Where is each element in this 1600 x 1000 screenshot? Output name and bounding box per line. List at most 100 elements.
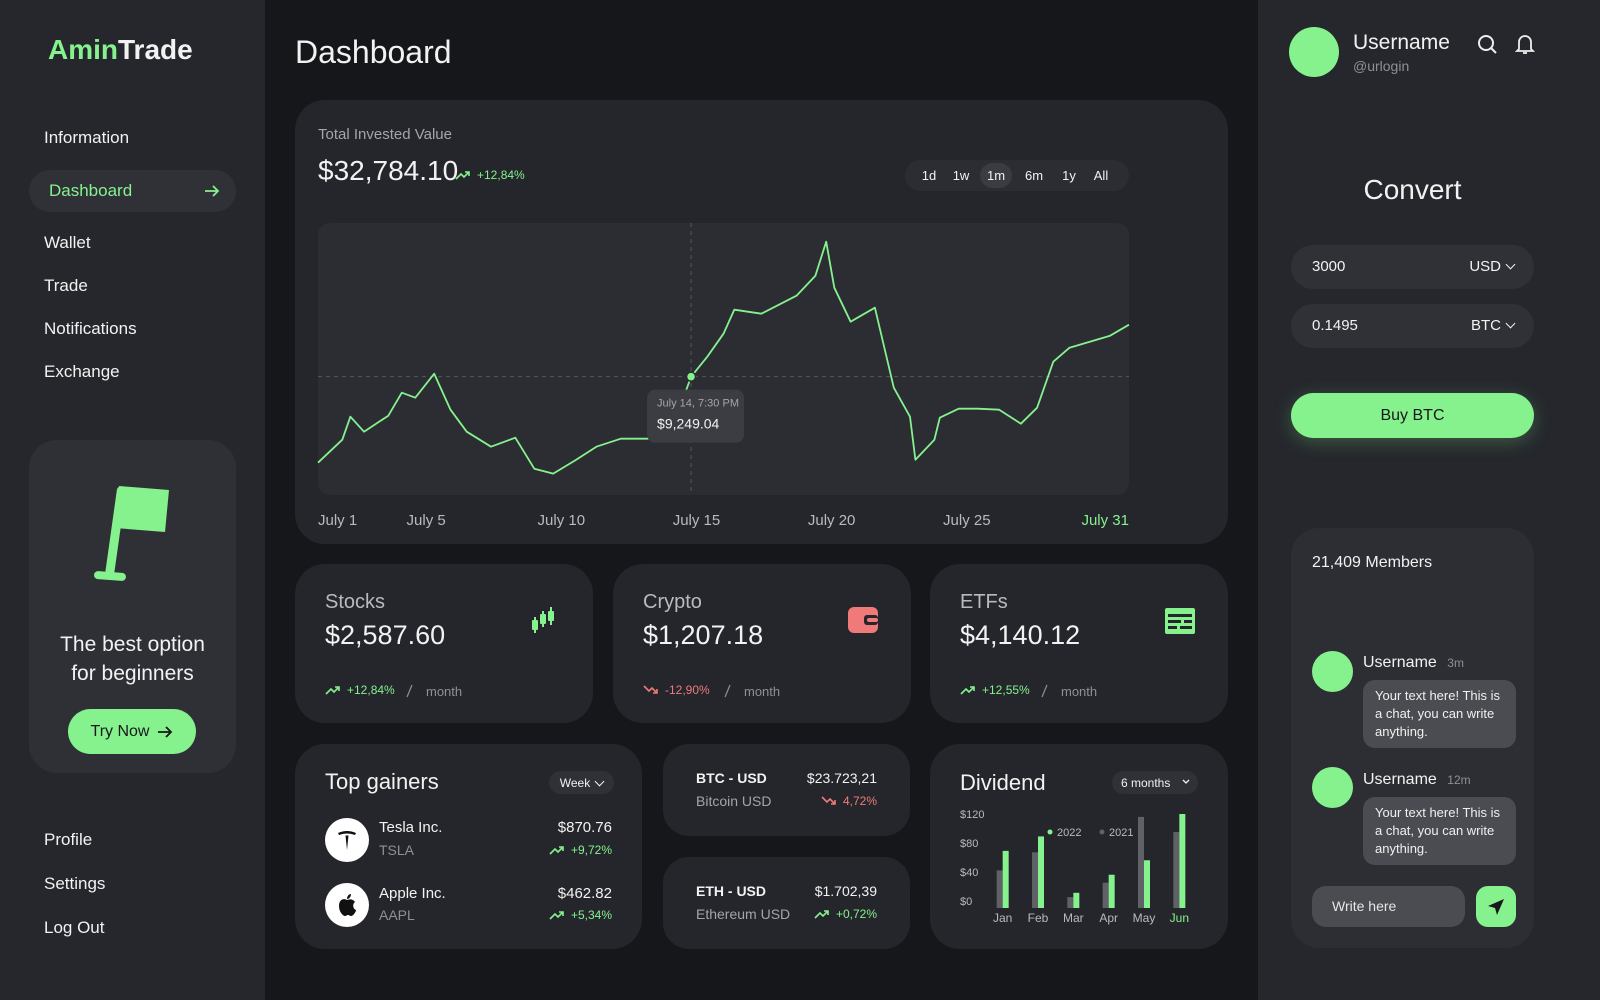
gainer-price: $870.76 (557, 819, 612, 836)
range-button[interactable]: All (1085, 163, 1117, 188)
x-tick-label: Mar (1063, 911, 1084, 925)
separator (406, 684, 413, 698)
nav-item[interactable]: Exchange (44, 362, 120, 381)
chat-time: 12m (1447, 773, 1471, 787)
asset-name: Crypto (643, 591, 702, 613)
week-filter[interactable]: Week (549, 771, 614, 794)
icon-shape (1168, 626, 1177, 629)
user-avatar[interactable] (1289, 27, 1339, 77)
separator-line (724, 684, 731, 698)
range-button[interactable]: 1w (945, 163, 977, 188)
bar (1173, 832, 1180, 908)
from-currency[interactable]: USD (1469, 258, 1516, 276)
bar-chart: Dividend 6 months $0 $40 $80 $120 2022 2021 Jan F… (960, 770, 1198, 925)
asset-icon (532, 607, 554, 633)
trend-up-icon (549, 911, 564, 920)
pair-change: 4,72% (821, 794, 877, 808)
arrow-icon (158, 725, 173, 738)
trend-path (455, 171, 470, 180)
chat-input[interactable]: Write here (1312, 886, 1465, 927)
trend-down-icon (821, 796, 836, 805)
bar (996, 870, 1003, 908)
chat-message-header: Username 3m (1363, 653, 1464, 672)
asset-card[interactable]: Crypto $1,207.18 -12,90% month (613, 564, 911, 723)
send-button[interactable] (1476, 886, 1516, 927)
sidebar: AminTrade The best option for beginners … (0, 0, 265, 1000)
icon-shape (548, 611, 554, 621)
hover-point (685, 371, 697, 382)
top-gainers-title: Top gainers (325, 769, 439, 794)
trend-up-icon (814, 910, 829, 919)
trend-up-icon (549, 846, 564, 855)
x-tick-label: July 15 (673, 512, 721, 529)
x-tick-label: Jan (993, 911, 1012, 925)
trend-path (549, 846, 564, 855)
asset-period: month (744, 684, 781, 699)
range-label: 1y (1062, 168, 1076, 183)
asset-change: +12,55% (960, 683, 1030, 697)
bell-icon[interactable] (1515, 33, 1535, 55)
pair-name: Ethereum USD (696, 906, 791, 922)
separator-line (406, 684, 413, 698)
range-label: 1w (952, 168, 970, 183)
user-handle: @urlogin (1353, 58, 1410, 74)
trend-path (325, 686, 340, 695)
gainer-change-text: +5,34% (570, 908, 612, 922)
x-tick-label: July 10 (538, 512, 586, 529)
nav-item[interactable]: Trade (44, 276, 88, 295)
asset-value: $1,207.18 (643, 620, 764, 650)
range-button[interactable]: 6m (1018, 163, 1050, 188)
nav-item[interactable]: Information (44, 128, 130, 147)
range-label: 1m (986, 168, 1006, 183)
to-currency[interactable]: BTC (1471, 317, 1516, 335)
trend-path (960, 686, 975, 695)
convert-from-field[interactable]: 3000 USD (1291, 245, 1534, 289)
logo[interactable]: AminTrade (48, 33, 193, 67)
footer-nav-item[interactable]: Log Out (44, 918, 105, 937)
try-now-button[interactable]: Try Now (68, 709, 196, 754)
icon-shape (540, 614, 546, 624)
community-card: 21,409 Members Username 3m Your text her… (1291, 528, 1534, 948)
gainer-change-text: +9,72% (570, 843, 612, 857)
nav-item[interactable]: Notifications (44, 319, 137, 338)
asset-card[interactable]: Stocks $2,587.60 +12,84% month (295, 564, 593, 723)
icon-shape (532, 620, 538, 630)
pair-card[interactable]: BTC - USD Bitcoin USD $23.723,21 4,72% (663, 744, 910, 836)
bar (1002, 850, 1009, 908)
x-tick-label: July 25 (943, 512, 991, 529)
asset-period: month (1061, 684, 1098, 699)
asset-icon (848, 607, 878, 633)
nav-item-active[interactable]: Dashboard (29, 170, 236, 212)
legend-label: 2022 (1057, 827, 1081, 839)
search-icon[interactable] (1476, 33, 1498, 55)
x-tick-label: July 20 (808, 512, 856, 529)
asset-card[interactable]: ETFs $4,140.12 +12,55% month (930, 564, 1228, 723)
chevron (1505, 259, 1516, 270)
x-tick-label: July 31 (1081, 512, 1129, 529)
range-button[interactable]: 1m (980, 163, 1012, 188)
asset-icon (1165, 608, 1195, 634)
overview-card: Total Invested Value $32,784.10 +12,84% … (295, 100, 1228, 544)
asset-name: Stocks (325, 591, 386, 613)
footer-nav-item[interactable]: Settings (44, 874, 106, 893)
tesla-logo (325, 818, 369, 862)
trend-up-icon (325, 686, 340, 695)
range-label: All (1093, 168, 1109, 183)
range-button[interactable]: 1d (913, 163, 945, 188)
chat-time: 3m (1447, 656, 1464, 670)
convert-to-field[interactable]: 0.1495 BTC (1291, 304, 1534, 348)
separator (1041, 684, 1048, 698)
gainer-name: Tesla Inc. (379, 819, 443, 836)
range-button[interactable]: 1y (1053, 163, 1085, 188)
footer-nav-item[interactable]: Profile (44, 830, 93, 849)
from-amount: 3000 (1312, 258, 1346, 275)
week-filter-label: Week (559, 775, 591, 790)
pair-card[interactable]: ETH - USD Ethereum USD $1.702,39 +0,72% (663, 857, 910, 949)
filter-pill (1112, 771, 1198, 794)
buy-button[interactable]: Buy BTC (1291, 393, 1534, 438)
y-tick-label: $0 (960, 896, 972, 908)
nav-item[interactable]: Wallet (44, 233, 91, 252)
nav-label: Dashboard (49, 181, 133, 200)
try-now-label: Try Now (90, 722, 150, 740)
legend-label: 2021 (1109, 827, 1133, 839)
